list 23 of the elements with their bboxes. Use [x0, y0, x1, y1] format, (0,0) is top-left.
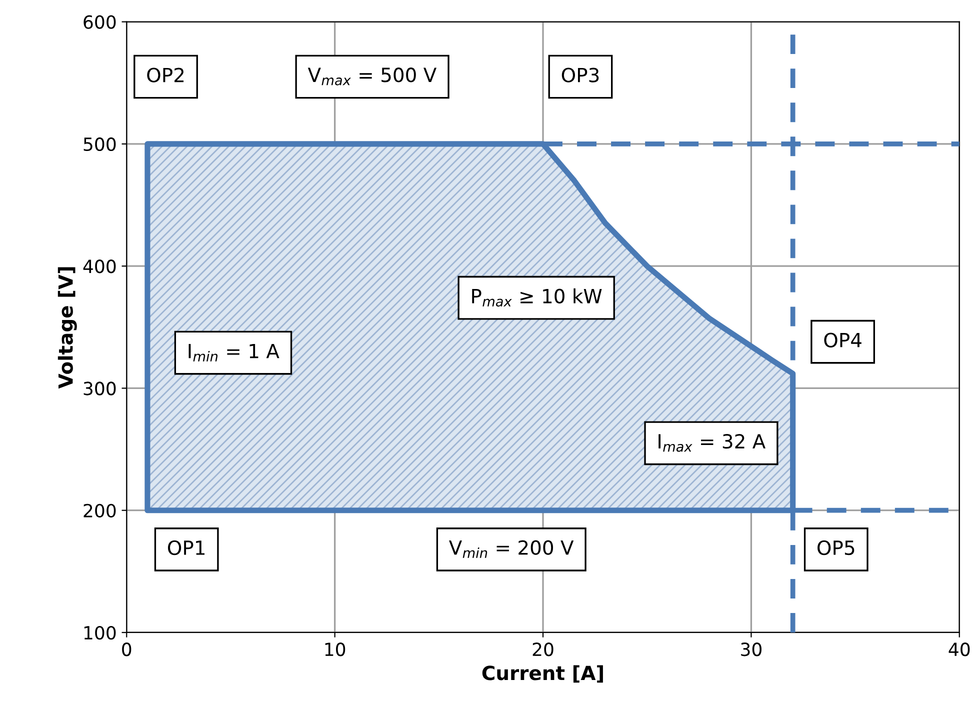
x-tick-label: 10 — [325, 642, 346, 656]
annotation: V$_{max}$ = 500 V — [308, 68, 436, 86]
y-tick-label: 600 — [84, 15, 116, 29]
y-tick-label: 500 — [84, 137, 116, 152]
y-tick-label: 300 — [84, 382, 116, 396]
x-tick-label: 40 — [948, 642, 970, 656]
y-tick-label: 400 — [83, 260, 116, 274]
annotation: OP3 — [562, 68, 599, 82]
annotation: OP5 — [818, 540, 854, 556]
y-tick-label: 100 — [84, 626, 116, 640]
x-tick-label: 20 — [532, 642, 554, 656]
annotation: I$_{min}$ = 1 A — [188, 344, 280, 362]
y-axis-title: Voltage [V] — [58, 267, 77, 389]
x-tick-label: 30 — [741, 642, 762, 656]
annotation: OP4 — [824, 332, 862, 348]
annotation: OP1 — [168, 540, 204, 556]
y-tick-label: 200 — [84, 504, 116, 518]
x-tick-label: 0 — [122, 642, 132, 656]
annotation: P$_{max}$ ≥ 10 kW — [472, 288, 602, 307]
annotation: I$_{max}$ = 32 A — [658, 434, 766, 452]
x-axis-title: Current [A] — [482, 665, 603, 683]
annotation: V$_{min}$ = 200 V — [449, 540, 574, 558]
annotation: OP2 — [147, 68, 184, 82]
